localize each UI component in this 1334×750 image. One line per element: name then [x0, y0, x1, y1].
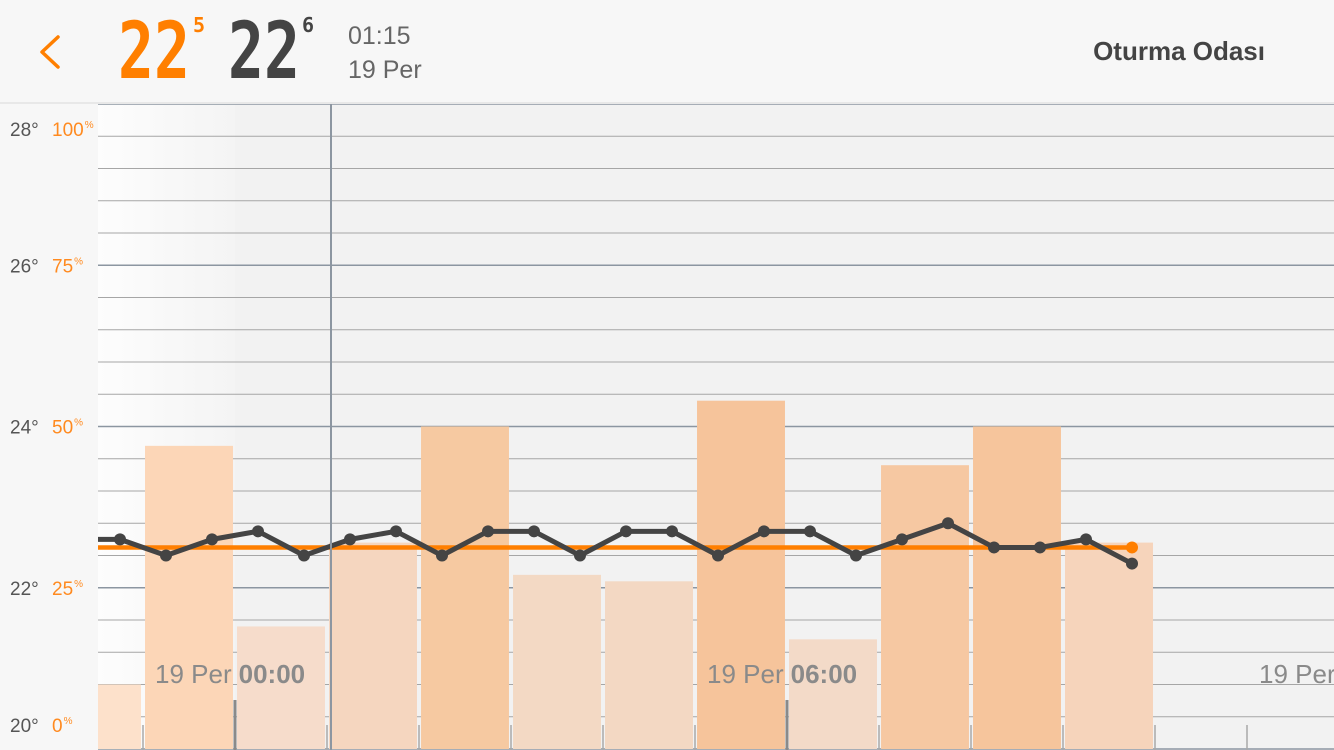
setpoint-end — [1126, 541, 1138, 554]
temperature-point — [252, 525, 264, 538]
humidity-bar — [605, 581, 693, 749]
temperature-point — [850, 549, 862, 562]
humidity-bar — [421, 426, 509, 749]
y-tick-label: 20° — [10, 716, 39, 737]
temperature-point — [390, 525, 402, 538]
plot — [68, 400, 1248, 750]
y2-tick-unit: % — [74, 418, 83, 429]
current-temp-decimal: 5 — [193, 13, 205, 37]
y2-tick-label: 0 — [52, 716, 63, 737]
humidity-bar — [697, 400, 785, 749]
temperature-point — [942, 517, 954, 530]
temperature-point — [298, 549, 310, 562]
temperature-point — [712, 549, 724, 562]
humidity-bar — [145, 445, 233, 749]
y2-tick-label: 50 — [52, 418, 73, 439]
date: 19 Per — [348, 56, 422, 84]
y2-tick-label: 75 — [52, 256, 73, 277]
humidity-bar — [789, 639, 877, 749]
x-tick-date: 19 Per — [707, 659, 784, 689]
y-tick-label: 24° — [10, 418, 39, 439]
temperature-point — [1126, 557, 1138, 570]
y2-tick-unit: % — [74, 579, 83, 590]
x-tick-time: 00:00 — [239, 659, 306, 689]
y-tick-label: 28° — [10, 120, 39, 141]
y2-tick-unit: % — [85, 120, 94, 131]
temperature-point — [574, 549, 586, 562]
temperature-point — [666, 525, 678, 538]
back-button[interactable] — [40, 35, 60, 69]
humidity-bar — [237, 626, 325, 749]
temperature-point — [896, 533, 908, 546]
y-tick-label: 22° — [10, 579, 39, 600]
temperature-line — [98, 520, 1134, 566]
axes: 20°22°24°26°28°0 %25 %50 %75 %100 %19 Per 00:0… — [10, 120, 1334, 737]
target-temp-decimal: 6 — [302, 13, 314, 37]
temperature-point — [206, 533, 218, 546]
y2-tick-unit: % — [64, 716, 73, 727]
current-temp: 22 — [118, 7, 190, 97]
y2-tick-label: 100 — [52, 120, 84, 141]
target-temp: 22 — [228, 7, 300, 97]
y2-tick-label: 25 — [52, 579, 73, 600]
temperature-point — [68, 533, 80, 545]
temperature-point — [988, 541, 1000, 554]
humidity-bar — [973, 426, 1061, 749]
temperature-point — [1080, 533, 1092, 546]
temperature-point — [114, 533, 126, 546]
temperature-point — [344, 533, 356, 546]
temperature-point — [482, 525, 494, 538]
humidity-bar — [513, 574, 601, 749]
temperature-point — [1034, 541, 1046, 554]
temperature-point — [620, 525, 632, 538]
header-bar — [0, 0, 1334, 103]
x-tick-date: 19 Per — [1259, 659, 1334, 689]
x-tick-date: 19 Per — [155, 659, 232, 689]
temperature-point — [758, 525, 770, 538]
temperature-point — [436, 549, 448, 562]
room-name: Oturma Odası — [1093, 36, 1265, 66]
humidity-bar — [881, 465, 969, 749]
temperature-point — [804, 525, 816, 538]
humidity-bar — [98, 684, 141, 749]
y2-tick-unit: % — [74, 256, 83, 267]
temperature-point — [528, 525, 540, 538]
humidity-bar — [1065, 542, 1153, 749]
time: 01:15 — [348, 22, 411, 50]
temperature-point — [160, 549, 172, 562]
x-tick-time: 06:00 — [791, 659, 858, 689]
y-tick-label: 26° — [10, 256, 39, 277]
humidity-bar — [329, 542, 417, 749]
